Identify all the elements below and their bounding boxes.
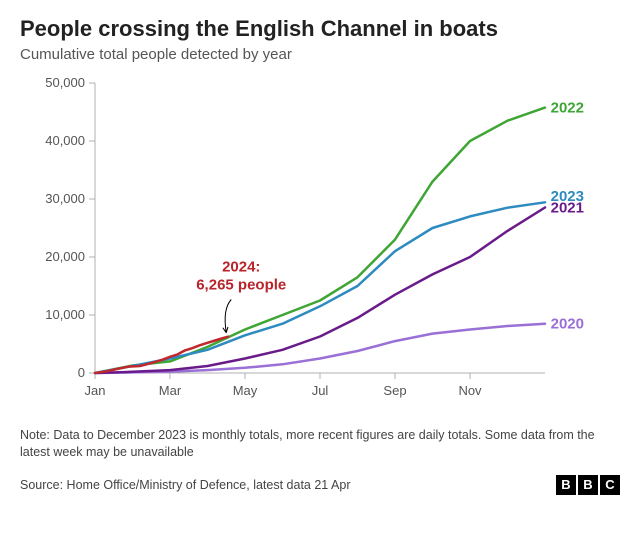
chart-title: People crossing the English Channel in b… xyxy=(20,16,620,42)
chart-subtitle: Cumulative total people detected by year xyxy=(20,46,620,63)
bbc-logo: B B C xyxy=(556,475,620,495)
svg-text:50,000: 50,000 xyxy=(45,75,85,90)
svg-text:2023: 2023 xyxy=(551,188,584,205)
svg-text:6,265 people: 6,265 people xyxy=(196,277,286,294)
chart-plot: 0 10,000 20,000 30,000 40,000 50,000 Jan Mar May… xyxy=(20,73,620,413)
svg-text:Jul: Jul xyxy=(312,383,329,398)
logo-letter: B xyxy=(556,475,576,495)
svg-text:2022: 2022 xyxy=(551,100,584,117)
svg-text:May: May xyxy=(233,383,258,398)
source-row: Source: Home Office/Ministry of Defence,… xyxy=(20,475,620,495)
chart-source: Source: Home Office/Ministry of Defence,… xyxy=(20,478,350,492)
svg-text:2020: 2020 xyxy=(551,316,584,333)
chart-container: People crossing the English Channel in b… xyxy=(0,0,640,539)
svg-text:Jan: Jan xyxy=(85,383,106,398)
svg-text:Sep: Sep xyxy=(383,383,406,398)
svg-text:30,000: 30,000 xyxy=(45,191,85,206)
svg-text:2024:: 2024: xyxy=(222,259,260,276)
svg-text:Nov: Nov xyxy=(458,383,482,398)
svg-text:10,000: 10,000 xyxy=(45,307,85,322)
logo-letter: B xyxy=(578,475,598,495)
svg-text:0: 0 xyxy=(78,365,85,380)
svg-text:Mar: Mar xyxy=(159,383,182,398)
svg-text:40,000: 40,000 xyxy=(45,133,85,148)
svg-text:20,000: 20,000 xyxy=(45,249,85,264)
chart-note: Note: Data to December 2023 is monthly t… xyxy=(20,427,620,461)
logo-letter: C xyxy=(600,475,620,495)
chart-svg: 0 10,000 20,000 30,000 40,000 50,000 Jan Mar May… xyxy=(20,73,620,413)
